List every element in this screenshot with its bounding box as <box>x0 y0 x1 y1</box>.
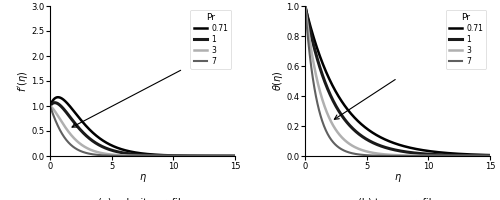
Legend: 0.71, 1, 3, 7: 0.71, 1, 3, 7 <box>446 10 486 69</box>
X-axis label: $\eta$: $\eta$ <box>394 172 402 184</box>
Text: (b) temp. profile: (b) temp. profile <box>358 198 438 200</box>
Legend: 0.71, 1, 3, 7: 0.71, 1, 3, 7 <box>190 10 231 69</box>
Y-axis label: $\theta(\eta)$: $\theta(\eta)$ <box>271 71 285 91</box>
Y-axis label: $f'(\eta)$: $f'(\eta)$ <box>16 70 30 92</box>
X-axis label: $\eta$: $\eta$ <box>138 172 146 184</box>
Text: (a) velocity profile: (a) velocity profile <box>98 198 187 200</box>
